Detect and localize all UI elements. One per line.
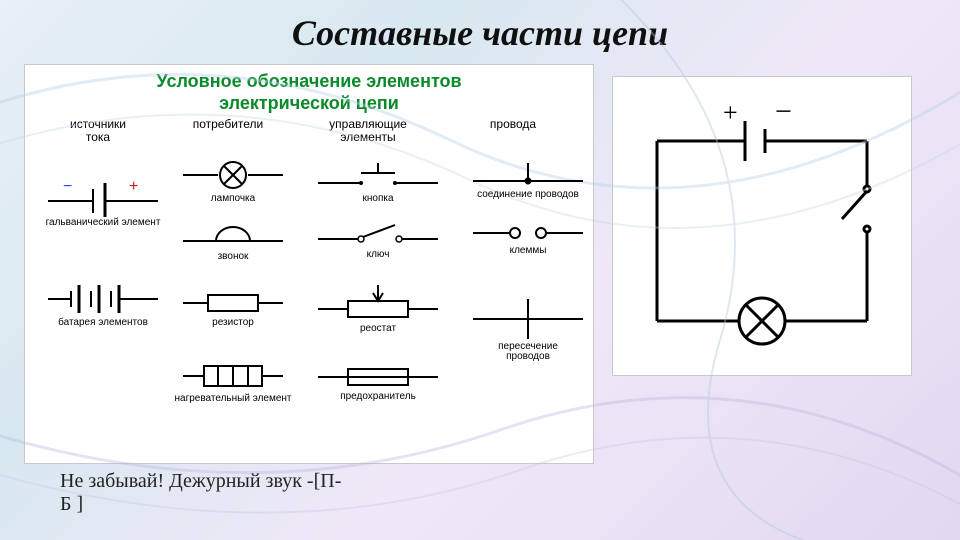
rheostat-label: реостат [308, 324, 448, 335]
symbols-grid: − + гальванический элемент [33, 147, 585, 467]
svg-text:+: + [129, 178, 138, 195]
junction-icon [468, 159, 588, 189]
fuse-icon [313, 363, 443, 391]
switch-icon [313, 219, 443, 249]
fuse-label: предохранитель [308, 392, 448, 403]
symbol-junction: соединение проводов [463, 159, 593, 201]
symbol-resistor: резистор [173, 289, 293, 329]
page-title: Составные части цепи [0, 0, 960, 54]
symbol-switch: ключ [308, 219, 448, 261]
galvanic-label: гальванический элемент [38, 218, 168, 229]
subtitle-l2: электрической цепи [219, 93, 399, 113]
battery-label: батарея элементов [38, 318, 168, 329]
footer-note: Не забывай! Дежурный звук -[П- Б ] [60, 470, 341, 516]
symbol-rheostat: реостат [308, 283, 448, 335]
crossing-l1: пересечение [498, 341, 558, 352]
symbol-fuse: предохранитель [308, 363, 448, 403]
minus-sign: − [775, 95, 792, 128]
symbol-terminals: клеммы [463, 219, 593, 257]
col-sources: источники тока [33, 118, 163, 144]
circuit-diagram: + − [627, 91, 897, 361]
symbol-lamp: лампочка [173, 157, 293, 205]
junction-label: соединение проводов [463, 190, 593, 201]
col-wires-l1: провода [490, 117, 536, 131]
plus-sign: + [723, 98, 738, 127]
col-sources-l2: тока [86, 130, 110, 144]
heater-label: нагревательный элемент [173, 394, 293, 405]
galvanic-icon: − + [43, 177, 163, 217]
crossing-l2: проводов [506, 351, 550, 362]
symbols-card: Условное обозначение элементов электриче… [24, 64, 594, 464]
circuit-card: + − [612, 76, 912, 376]
resistor-label: резистор [173, 318, 293, 329]
col-controls: управляющие элементы [293, 118, 443, 144]
subtitle: Условное обозначение элементов электриче… [33, 71, 585, 114]
heater-icon [178, 359, 288, 393]
terminals-icon [468, 219, 588, 245]
symbol-heater: нагревательный элемент [173, 359, 293, 405]
column-headers: источники тока потребители управляющие э… [33, 118, 585, 144]
battery-icon [43, 277, 163, 317]
lamp-icon [178, 157, 288, 193]
button-icon [313, 159, 443, 193]
symbol-battery: батарея элементов [38, 277, 168, 329]
symbol-bell: звонок [173, 217, 293, 263]
rheostat-icon [313, 283, 443, 323]
footer-l2: Б ] [60, 493, 83, 515]
subtitle-l1: Условное обозначение элементов [156, 71, 461, 91]
footer-l1: Не забывай! Дежурный звук -[П- [60, 470, 341, 492]
terminals-label: клеммы [463, 246, 593, 257]
resistor-icon [178, 289, 288, 317]
content-row: Условное обозначение элементов электриче… [0, 54, 960, 464]
symbol-galvanic: − + гальванический элемент [38, 177, 168, 229]
col-consumers-l1: потребители [193, 117, 264, 131]
col-controls-l1: управляющие [329, 117, 407, 131]
col-sources-l1: источники [70, 117, 126, 131]
symbol-button: кнопка [308, 159, 448, 205]
bell-icon [178, 217, 288, 251]
switch-label: ключ [308, 250, 448, 261]
lamp-label: лампочка [173, 194, 293, 205]
col-wires: провода [443, 118, 583, 144]
crossing-label: пересечение проводов [463, 342, 593, 363]
symbol-crossing: пересечение проводов [463, 297, 593, 363]
bell-label: звонок [173, 252, 293, 263]
crossing-icon [468, 297, 588, 341]
col-controls-l2: элементы [340, 130, 395, 144]
col-consumers: потребители [163, 118, 293, 144]
button-label: кнопка [308, 194, 448, 205]
svg-text:−: − [63, 178, 72, 195]
